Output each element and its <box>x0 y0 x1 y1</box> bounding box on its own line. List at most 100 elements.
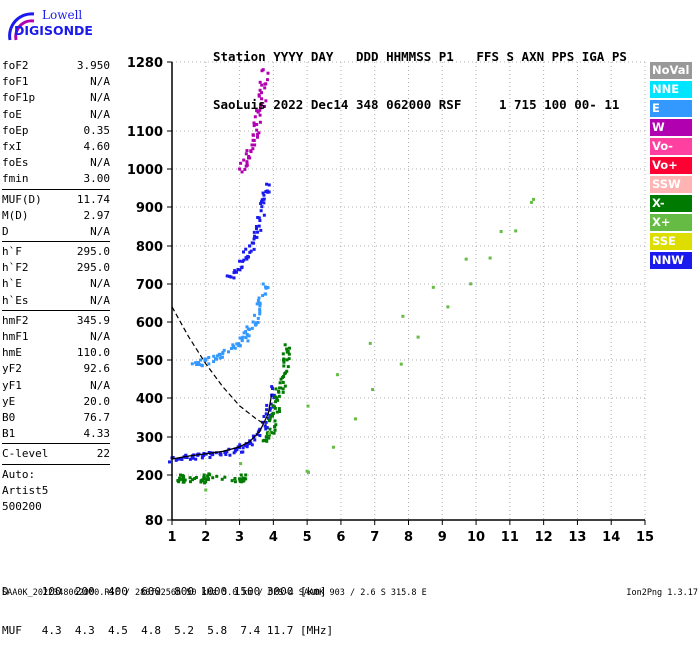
station-header: Station YYYY DAY DDD HHMMSS P1 FFS S AXN… <box>213 17 627 129</box>
data-point <box>204 358 208 362</box>
data-point <box>200 456 204 460</box>
param-row: h`E N/A <box>2 276 110 292</box>
data-point <box>240 338 244 342</box>
data-point <box>258 308 262 312</box>
data-point <box>256 230 260 234</box>
y-tick-label: 300 <box>136 431 163 446</box>
data-point <box>242 331 246 335</box>
param-row: B1 4.33 <box>2 426 110 442</box>
param-name: foEs <box>2 156 29 170</box>
data-point <box>221 351 225 355</box>
data-point <box>241 250 245 254</box>
param-name: MUF(D) <box>2 192 42 206</box>
param-name: h`F2 <box>2 261 29 275</box>
x-tick-label: 2 <box>201 530 210 545</box>
data-point <box>283 371 287 375</box>
legend-item: SSE <box>650 233 692 250</box>
data-point <box>269 415 273 419</box>
param-row: hmE 110.0 <box>2 345 110 361</box>
data-point <box>273 419 277 423</box>
data-point <box>499 230 503 234</box>
param-row: h`F2 295.0 <box>2 260 110 276</box>
data-point <box>212 360 216 364</box>
electron-density-profile <box>171 306 267 426</box>
data-point <box>235 448 239 452</box>
param-value: N/A <box>90 156 110 170</box>
data-point <box>275 396 279 400</box>
data-point <box>263 86 267 90</box>
data-point <box>256 110 260 114</box>
data-point <box>263 424 267 428</box>
data-point <box>252 230 256 234</box>
data-point <box>258 427 262 431</box>
data-point <box>254 321 258 325</box>
data-point <box>529 200 533 204</box>
data-point <box>252 139 256 143</box>
data-point <box>220 477 224 481</box>
data-point <box>305 469 309 473</box>
data-point <box>261 282 265 286</box>
data-point <box>238 477 242 481</box>
data-point <box>255 109 259 113</box>
param-separator <box>2 188 110 190</box>
scaled-parameters-panel: foF2 3.950 foF1 N/A foF1p N/A foE N/A foEp 0.35 fx… <box>2 58 110 515</box>
param-row: foE N/A <box>2 107 110 123</box>
param-value: 22 <box>96 447 110 461</box>
data-point <box>259 102 263 106</box>
data-point <box>256 320 260 324</box>
data-point <box>399 362 403 366</box>
data-point <box>211 453 215 457</box>
data-point <box>245 325 249 329</box>
data-point <box>256 216 260 220</box>
x-tick-label: 14 <box>602 530 620 545</box>
data-point <box>261 439 265 443</box>
virtual-height-curve <box>171 394 273 460</box>
data-point <box>532 197 536 201</box>
data-point <box>262 414 266 418</box>
data-point <box>183 478 187 482</box>
x-tick-label: 9 <box>438 530 447 545</box>
data-point <box>238 336 242 340</box>
param-name: h`E <box>2 277 22 291</box>
data-point <box>257 296 261 300</box>
data-point <box>514 229 518 233</box>
data-point <box>260 91 264 95</box>
data-point <box>264 412 268 416</box>
data-point <box>179 477 183 481</box>
data-point <box>239 473 243 477</box>
param-value: N/A <box>90 330 110 343</box>
param-value: N/A <box>90 277 110 291</box>
data-point <box>273 428 277 432</box>
data-point <box>262 193 266 197</box>
data-point <box>208 455 212 459</box>
data-point <box>238 268 242 272</box>
data-point <box>287 352 291 356</box>
data-point <box>249 441 253 445</box>
param-name: hmE <box>2 346 22 360</box>
data-point <box>258 113 262 117</box>
param-value: N/A <box>90 224 110 238</box>
data-point <box>265 182 269 186</box>
data-point <box>188 457 192 461</box>
x-tick-label: 8 <box>404 530 413 545</box>
data-point <box>262 213 266 217</box>
data-point <box>238 479 242 483</box>
data-point <box>285 369 289 373</box>
data-point <box>401 314 405 318</box>
data-point <box>238 443 242 447</box>
data-point <box>195 363 199 367</box>
data-point <box>269 431 273 435</box>
data-point <box>271 387 275 391</box>
data-point <box>253 438 257 442</box>
param-value: N/A <box>90 293 110 307</box>
data-point <box>262 201 266 205</box>
data-point <box>246 339 250 343</box>
data-point <box>238 259 242 263</box>
data-point <box>255 135 259 139</box>
data-point <box>259 228 263 232</box>
data-point <box>256 299 260 303</box>
x-tick-label: 11 <box>501 530 519 545</box>
data-point <box>272 431 276 435</box>
param-row: foF2 3.950 <box>2 58 110 74</box>
data-point <box>208 473 212 477</box>
